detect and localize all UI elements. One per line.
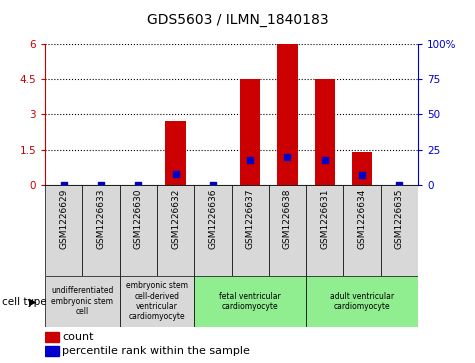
Point: [358, 172, 366, 178]
Point: [172, 171, 180, 177]
Text: GSM1226638: GSM1226638: [283, 189, 292, 249]
Text: count: count: [62, 332, 94, 342]
Text: GSM1226629: GSM1226629: [59, 189, 68, 249]
Point: [284, 154, 291, 160]
Bar: [306, 276, 418, 327]
Bar: [83, 185, 120, 276]
Text: GSM1226636: GSM1226636: [209, 189, 218, 249]
Point: [247, 157, 254, 163]
Bar: [45, 332, 59, 342]
Bar: [165, 121, 186, 185]
Bar: [45, 185, 83, 276]
Bar: [306, 185, 343, 276]
Point: [321, 157, 329, 163]
Text: GSM1226634: GSM1226634: [358, 189, 367, 249]
Text: GDS5603 / ILMN_1840183: GDS5603 / ILMN_1840183: [147, 13, 328, 27]
Bar: [269, 185, 306, 276]
Text: GSM1226631: GSM1226631: [320, 189, 329, 249]
Text: ▶: ▶: [28, 297, 36, 307]
Bar: [45, 346, 59, 356]
Point: [396, 182, 403, 188]
Bar: [120, 276, 194, 327]
Text: undifferentiated
embryonic stem
cell: undifferentiated embryonic stem cell: [51, 286, 114, 316]
Text: GSM1226635: GSM1226635: [395, 189, 404, 249]
Text: cell type: cell type: [2, 297, 47, 307]
Bar: [314, 79, 335, 185]
Text: GSM1226633: GSM1226633: [96, 189, 105, 249]
Bar: [45, 276, 120, 327]
Text: adult ventricular
cardiomyocyte: adult ventricular cardiomyocyte: [330, 291, 394, 311]
Bar: [343, 185, 381, 276]
Text: GSM1226637: GSM1226637: [246, 189, 255, 249]
Bar: [194, 185, 231, 276]
Text: fetal ventricular
cardiomyocyte: fetal ventricular cardiomyocyte: [219, 291, 281, 311]
Point: [134, 182, 142, 188]
Text: GSM1226630: GSM1226630: [134, 189, 143, 249]
Bar: [240, 79, 260, 185]
Point: [97, 182, 105, 188]
Text: percentile rank within the sample: percentile rank within the sample: [62, 346, 250, 356]
Text: GSM1226632: GSM1226632: [171, 189, 180, 249]
Bar: [120, 185, 157, 276]
Bar: [381, 185, 418, 276]
Bar: [157, 185, 194, 276]
Point: [60, 182, 67, 188]
Bar: [232, 185, 269, 276]
Text: embryonic stem
cell-derived
ventricular
cardiomyocyte: embryonic stem cell-derived ventricular …: [126, 281, 188, 321]
Bar: [277, 44, 298, 185]
Point: [209, 182, 217, 188]
Bar: [194, 276, 306, 327]
Bar: [352, 152, 372, 185]
